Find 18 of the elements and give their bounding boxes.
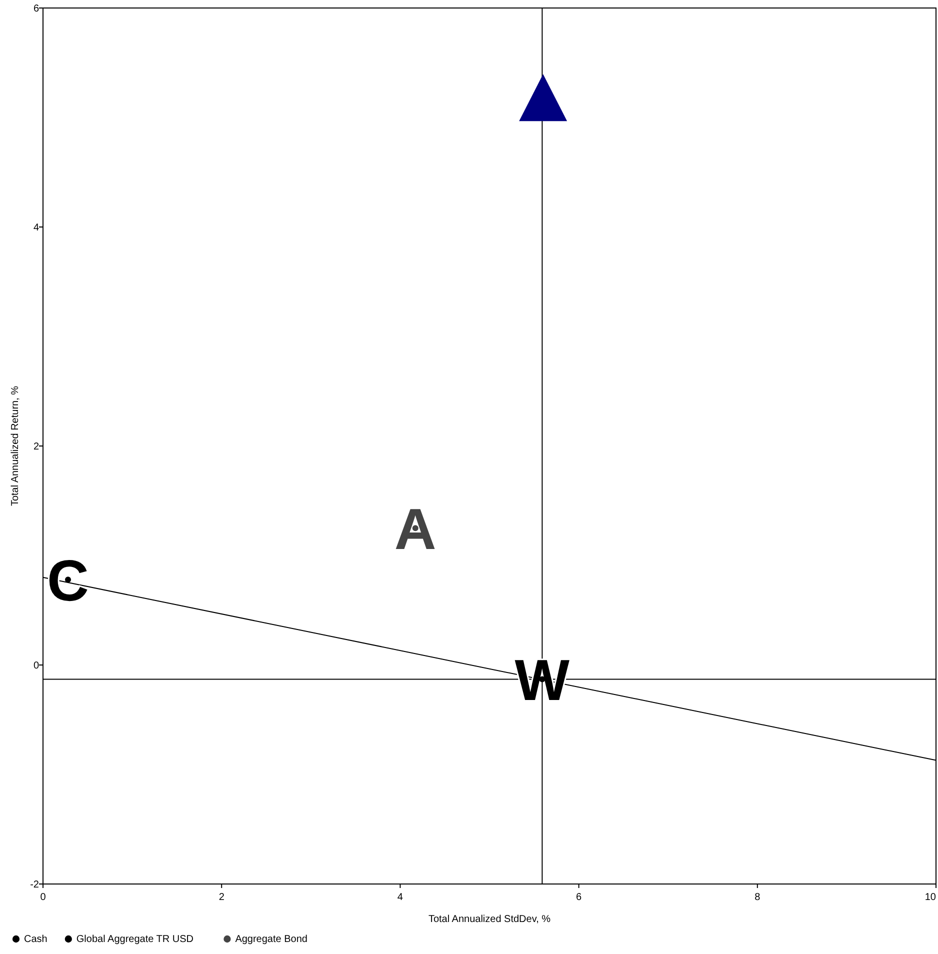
x-axis-title: Total Annualized StdDev, % — [428, 914, 551, 925]
legend-label: Global Aggregate TR USD — [76, 934, 194, 945]
x-tick-label: 10 — [924, 892, 936, 903]
point — [519, 74, 568, 122]
legend-label: Aggregate Bond — [235, 934, 308, 945]
y-tick-label: 6 — [33, 4, 40, 14]
x-tick-label: 0 — [40, 892, 46, 903]
y-tick-label: 2 — [33, 442, 40, 452]
legend-label: Cash — [24, 934, 48, 945]
y-tick-label: 4 — [33, 222, 40, 234]
x-tick-label: 6 — [576, 892, 582, 903]
y-axis-title: Total Annualized Return, % — [10, 386, 21, 506]
y-tick-label: 0 — [33, 660, 40, 672]
x-tick-label: 4 — [397, 892, 404, 903]
annotation: A — [394, 497, 436, 562]
y-tick-label: -2 — [30, 880, 40, 890]
x-tick-label: 8 — [754, 892, 761, 903]
x-tick-label: 2 — [218, 892, 225, 903]
